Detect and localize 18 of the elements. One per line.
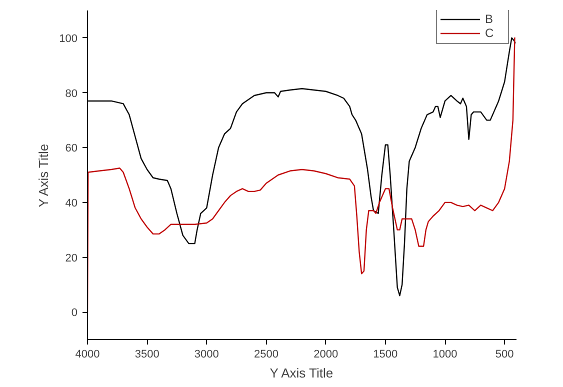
x-tick-label: 2000 xyxy=(314,348,338,360)
legend-label: B xyxy=(485,12,494,26)
y-tick-label: 0 xyxy=(71,307,78,320)
x-tick-label: 1000 xyxy=(432,348,458,360)
x-tick-label: 500 xyxy=(495,348,514,360)
y-tick-label: 80 xyxy=(65,88,78,100)
y-tick-label: 20 xyxy=(65,252,78,264)
y-tick-label: 100 xyxy=(59,32,78,45)
x-tick-label: 4000 xyxy=(75,348,100,360)
x-tick-label: 3000 xyxy=(194,348,219,360)
y-tick-label: 40 xyxy=(65,197,78,210)
legend-label: C xyxy=(485,26,495,40)
y-axis-title: Y Axis Title xyxy=(36,144,52,208)
x-tick-label: 1500 xyxy=(373,348,398,360)
y-tick-label: 60 xyxy=(65,142,78,155)
x-tick-label: 3500 xyxy=(134,348,160,360)
x-axis-title: Y Axis Title xyxy=(270,366,334,380)
x-tick-label: 2500 xyxy=(254,348,278,360)
